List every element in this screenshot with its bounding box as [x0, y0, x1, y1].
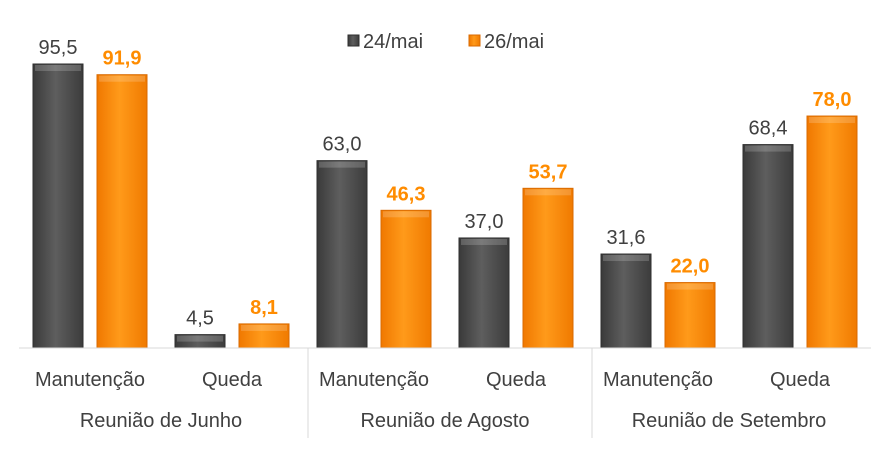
legend-label: 24/mai [363, 31, 423, 53]
group-label: Reunião de Junho [80, 410, 242, 432]
category-label: Manutenção [603, 369, 713, 391]
value-label: 8,1 [250, 297, 278, 319]
value-label: 46,3 [387, 183, 426, 205]
group-label: Reunião de Setembro [632, 410, 827, 432]
legend: 24/mai 26/mai [347, 31, 544, 53]
value-label: 91,9 [103, 48, 142, 70]
value-label: 63,0 [323, 134, 362, 156]
legend-swatch [347, 34, 360, 47]
axis-labels-layer: Manutenção Queda Reunião de Junho Manutençã… [35, 348, 831, 438]
bar-26-mai-2 [238, 323, 290, 349]
value-label: 78,0 [813, 89, 852, 111]
category-label: Manutenção [319, 369, 429, 391]
bar-26-mai-4 [522, 187, 574, 349]
value-label: 4,5 [186, 308, 214, 330]
bar-24-mai-5 [600, 253, 652, 349]
category-label: Manutenção [35, 369, 145, 391]
value-label: 37,0 [465, 211, 504, 233]
bar-26-mai-1 [96, 74, 148, 349]
value-labels-layer: 95,5 91,9 4,5 8,1 63,0 46,3 37,0 53,7 31,6 22,0 68… [39, 37, 852, 330]
legend-swatch [468, 34, 481, 47]
legend-label: 26/mai [484, 31, 544, 53]
category-label: Queda [486, 369, 547, 391]
bar-26-mai-5 [664, 282, 716, 349]
bar-highlight [383, 211, 429, 218]
category-label: Queda [770, 369, 831, 391]
bar-highlight [603, 255, 649, 262]
bar-24-mai-1 [32, 63, 84, 349]
bar-24-mai-6 [742, 144, 794, 349]
bar-highlight [35, 65, 81, 71]
bar-highlight [525, 189, 571, 196]
bar-highlight [241, 324, 287, 331]
bar-24-mai-4 [458, 237, 510, 349]
bar-26-mai-3 [380, 209, 432, 349]
bar-highlight [319, 161, 365, 168]
bars-layer [32, 63, 858, 349]
bar-highlight [461, 238, 507, 245]
bar-highlight [99, 75, 145, 82]
bar-highlight [745, 145, 791, 152]
value-label: 95,5 [39, 37, 78, 59]
value-label: 22,0 [671, 256, 710, 278]
group-label: Reunião de Agosto [360, 410, 529, 432]
bar-highlight [177, 335, 223, 342]
bar-highlight [809, 117, 855, 124]
category-label: Queda [202, 369, 263, 391]
bar-26-mai-6 [806, 115, 858, 349]
value-label: 53,7 [529, 161, 568, 183]
value-label: 31,6 [607, 227, 646, 249]
bar-24-mai-3 [316, 160, 368, 349]
value-label: 68,4 [749, 118, 788, 140]
bar-highlight [667, 283, 713, 290]
